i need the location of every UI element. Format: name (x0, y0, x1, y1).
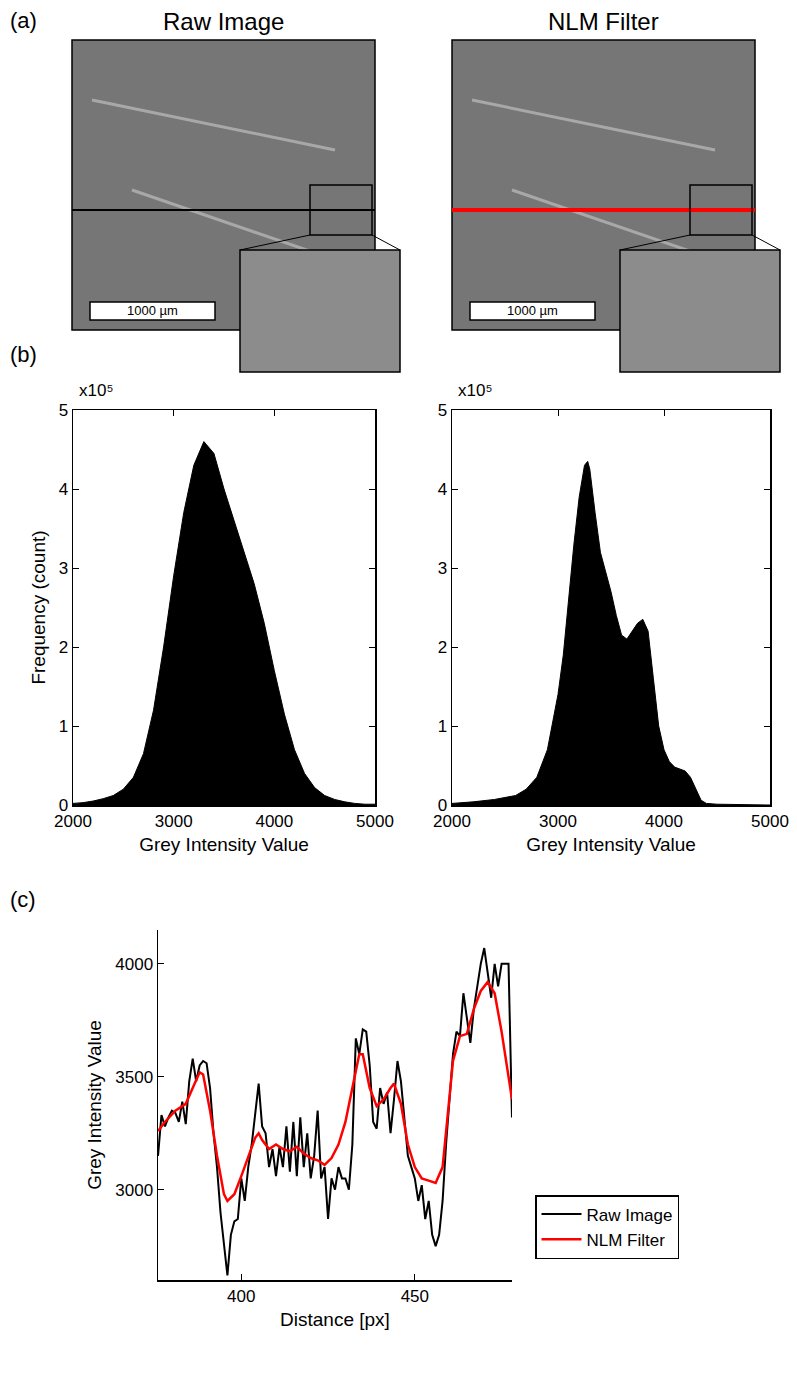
svg-text:x10⁵: x10⁵ (79, 381, 113, 400)
svg-text:0: 0 (59, 796, 68, 815)
svg-text:3500: 3500 (115, 1068, 153, 1087)
svg-text:2000: 2000 (54, 812, 92, 831)
svg-text:4000: 4000 (645, 812, 683, 831)
svg-text:1000 µm: 1000 µm (127, 303, 178, 318)
svg-text:Grey Intensity Value: Grey Intensity Value (139, 834, 309, 855)
svg-text:2: 2 (59, 638, 68, 657)
svg-text:Raw Image: Raw Image (163, 8, 284, 35)
svg-text:NLM Filter: NLM Filter (548, 8, 659, 35)
svg-text:4000: 4000 (255, 812, 293, 831)
svg-text:Grey Intensity Value: Grey Intensity Value (526, 834, 696, 855)
svg-text:(b): (b) (10, 342, 37, 367)
svg-text:3: 3 (438, 559, 447, 578)
svg-text:3000: 3000 (155, 812, 193, 831)
svg-text:400: 400 (227, 1287, 255, 1306)
svg-text:2: 2 (438, 638, 447, 657)
svg-text:Frequency (count): Frequency (count) (28, 530, 49, 684)
svg-text:450: 450 (401, 1287, 429, 1306)
svg-text:1: 1 (438, 717, 447, 736)
svg-text:5: 5 (59, 401, 68, 420)
svg-text:Raw Image: Raw Image (587, 1206, 673, 1225)
svg-text:5000: 5000 (751, 812, 789, 831)
svg-text:NLM Filter: NLM Filter (587, 1231, 666, 1250)
svg-text:0: 0 (438, 796, 447, 815)
svg-text:3000: 3000 (115, 1181, 153, 1200)
svg-text:1000 µm: 1000 µm (507, 303, 558, 318)
svg-text:3: 3 (59, 559, 68, 578)
svg-text:(c): (c) (10, 887, 36, 912)
svg-text:Distance [px]: Distance [px] (280, 1309, 390, 1330)
svg-text:4: 4 (59, 480, 68, 499)
svg-text:1: 1 (59, 717, 68, 736)
svg-text:(a): (a) (10, 8, 37, 33)
svg-text:Grey Intensity Value: Grey Intensity Value (84, 1020, 105, 1190)
svg-text:5: 5 (438, 401, 447, 420)
svg-text:5000: 5000 (356, 812, 394, 831)
svg-text:4: 4 (438, 480, 447, 499)
svg-text:x10⁵: x10⁵ (458, 381, 492, 400)
svg-text:4000: 4000 (115, 955, 153, 974)
svg-text:2000: 2000 (433, 812, 471, 831)
svg-text:3000: 3000 (539, 812, 577, 831)
